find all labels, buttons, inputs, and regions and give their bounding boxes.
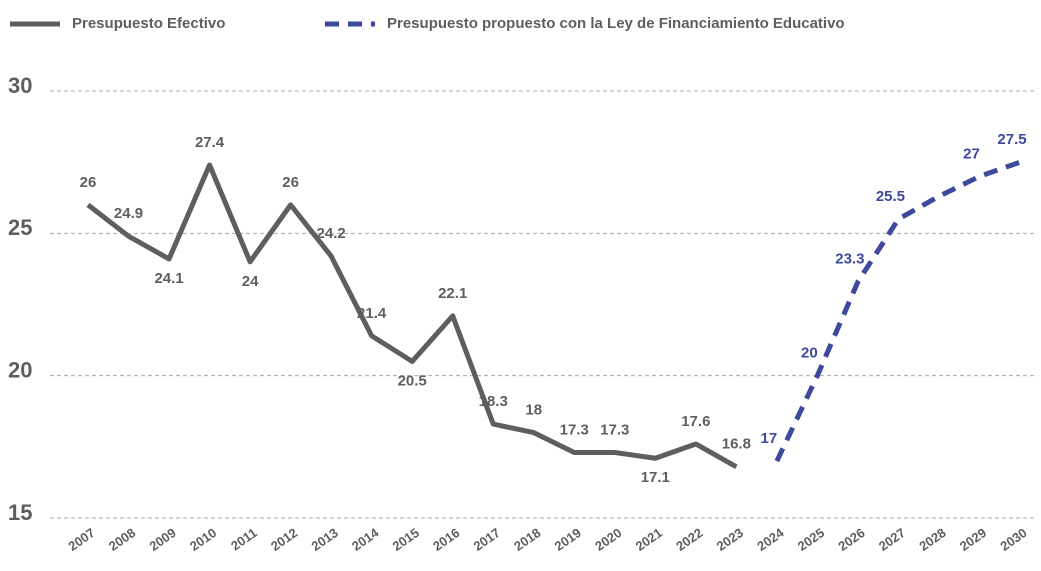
x-tick-label: 2014 [349,525,382,554]
x-tick-label: 2018 [511,525,543,554]
x-tick-label: 2028 [916,525,948,554]
data-label: 21.4 [357,305,387,322]
data-label: 22.1 [438,285,467,302]
data-label: 27.5 [997,131,1026,148]
x-tick-label: 2012 [268,525,300,554]
data-label: 20.5 [398,372,427,389]
x-tick-label: 2021 [633,525,665,554]
data-label: 24.2 [317,225,346,242]
data-label: 27.4 [195,134,225,151]
legend-label: Presupuesto propuesto con la Ley de Fina… [387,15,845,32]
x-tick-label: 2027 [876,525,908,554]
data-label: 17.3 [600,421,629,438]
x-tick-label: 2016 [430,525,462,554]
x-tick-label: 2025 [795,525,827,554]
x-tick-label: 2010 [187,525,219,554]
y-tick-label: 25 [8,215,32,240]
data-label: 17 [761,430,778,447]
data-label: 17.6 [681,413,710,430]
x-tick-label: 2011 [228,525,260,553]
data-label: 24.1 [154,270,183,287]
x-tick-label: 2019 [552,525,584,554]
y-tick-label: 15 [8,500,32,525]
x-tick-label: 2007 [65,525,97,554]
x-tick-label: 2013 [309,525,341,554]
x-tick-label: 2023 [714,525,746,554]
x-tick-label: 2017 [471,525,503,554]
x-tick-label: 2008 [106,525,138,554]
data-label: 24.9 [114,205,143,222]
x-tick-label: 2015 [390,525,422,554]
data-label: 18.3 [479,393,508,410]
y-tick-label: 30 [8,73,32,98]
x-tick-label: 2020 [592,525,624,554]
data-label: 16.8 [722,436,751,453]
data-label: 26 [282,174,299,191]
series-line [86,162,738,469]
data-label: 24 [242,273,259,290]
data-label: 25.5 [876,188,905,205]
data-label: 26 [80,174,97,191]
legend-label: Presupuesto Efectivo [72,15,225,32]
x-tick-label: 2030 [997,525,1029,554]
series-line [774,159,1021,463]
x-tick-label: 2009 [146,525,178,554]
data-label: 17.3 [560,421,589,438]
data-label: 23.3 [835,251,864,268]
data-label: 17.1 [641,469,670,486]
data-label: 27 [963,145,980,162]
x-tick-label: 2026 [835,525,867,554]
data-label: 18 [525,402,542,419]
x-tick-label: 2022 [673,525,705,554]
data-label: 20 [801,345,818,362]
y-tick-label: 20 [8,357,32,382]
x-tick-label: 2029 [957,525,989,554]
x-tick-label: 2024 [754,525,787,554]
